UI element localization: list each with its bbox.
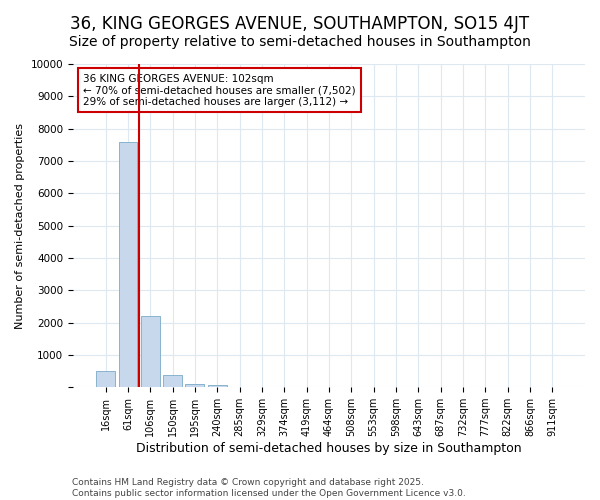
Bar — [208, 386, 227, 387]
Bar — [185, 384, 205, 387]
Bar — [119, 142, 137, 387]
Text: Contains HM Land Registry data © Crown copyright and database right 2025.
Contai: Contains HM Land Registry data © Crown c… — [72, 478, 466, 498]
Text: 36 KING GEORGES AVENUE: 102sqm
← 70% of semi-detached houses are smaller (7,502): 36 KING GEORGES AVENUE: 102sqm ← 70% of … — [83, 74, 356, 107]
Bar — [163, 375, 182, 387]
Bar — [96, 371, 115, 387]
Y-axis label: Number of semi-detached properties: Number of semi-detached properties — [15, 122, 25, 328]
Text: Size of property relative to semi-detached houses in Southampton: Size of property relative to semi-detach… — [69, 35, 531, 49]
Bar — [141, 316, 160, 387]
X-axis label: Distribution of semi-detached houses by size in Southampton: Distribution of semi-detached houses by … — [136, 442, 522, 455]
Text: 36, KING GEORGES AVENUE, SOUTHAMPTON, SO15 4JT: 36, KING GEORGES AVENUE, SOUTHAMPTON, SO… — [70, 15, 530, 33]
